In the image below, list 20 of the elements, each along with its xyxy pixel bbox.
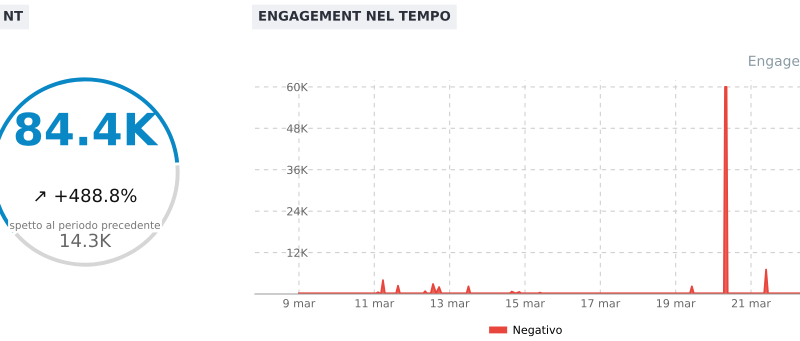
chart-title: ENGAGEMENT NEL TEMPO — [259, 10, 450, 21]
x-tick-label: 11 mar — [356, 299, 394, 308]
chart-title: NT — [4, 11, 23, 21]
text: spetto al periodo precedente — [10, 220, 160, 232]
y-tick-label: 36K — [287, 166, 308, 174]
x-tick-label: 13 mar — [430, 299, 470, 308]
text: 84.4K — [16, 112, 158, 146]
legend-label: Negativo — [514, 325, 562, 336]
x-tick-label: 9 mar — [283, 299, 316, 308]
x-tick-label: 17 mar — [582, 299, 620, 308]
x-tick-label: 21 mar — [732, 299, 771, 308]
text: ↗ +488.8% — [35, 188, 136, 202]
x-tick-label: 15 mar — [506, 299, 545, 308]
text: 14.3K — [60, 234, 112, 248]
y-tick-label: 12K — [288, 248, 308, 257]
y-tick-label: 60K — [287, 82, 308, 92]
text: Engage — [749, 56, 800, 69]
y-tick-label: 24K — [287, 207, 308, 216]
x-tick-label: 19 mar — [656, 299, 696, 308]
y-tick-label: 48K — [286, 124, 308, 133]
